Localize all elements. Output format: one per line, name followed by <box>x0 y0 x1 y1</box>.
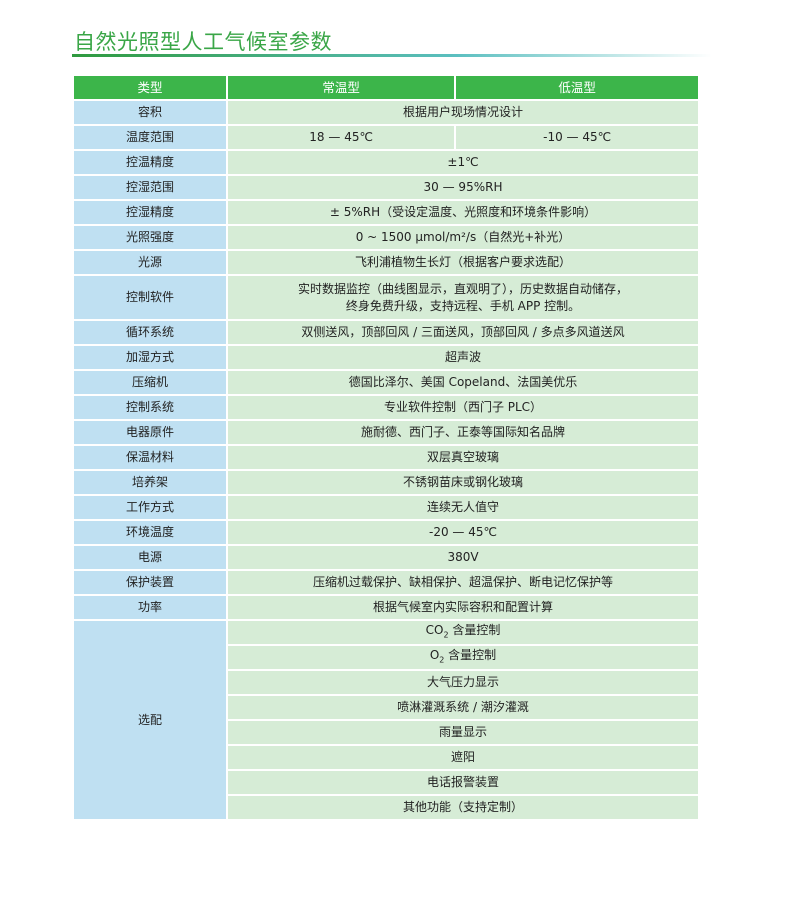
options-label: 选配 <box>74 621 226 819</box>
row-value: 压缩机过载保护、缺相保护、超温保护、断电记忆保护等 <box>228 571 698 594</box>
row-label: 加湿方式 <box>74 346 226 369</box>
option-value: CO2 含量控制 <box>228 621 698 644</box>
option-row: 喷淋灌溉系统 / 潮汐灌溉 <box>74 696 698 719</box>
subscript: 2 <box>443 630 449 640</box>
table-row: 容积 根据用户现场情况设计 <box>74 101 698 124</box>
row-label: 保温材料 <box>74 446 226 469</box>
subscript: 2 <box>439 655 445 665</box>
row-value: 德国比泽尔、美国 Copeland、法国美优乐 <box>228 371 698 394</box>
row-value: 飞利浦植物生长灯（根据客户要求选配） <box>228 251 698 274</box>
row-label: 光照强度 <box>74 226 226 249</box>
table-row: 控温精度 ±1℃ <box>74 151 698 174</box>
table-row: 光照强度 0 ~ 1500 μmol/m²/s（自然光+补光） <box>74 226 698 249</box>
table-row: 保护装置 压缩机过载保护、缺相保护、超温保护、断电记忆保护等 <box>74 571 698 594</box>
option-row: 其他功能（支持定制） <box>74 796 698 819</box>
option-value: 大气压力显示 <box>228 671 698 694</box>
option-row: 电话报警装置 <box>74 771 698 794</box>
row-value: 连续无人值守 <box>228 496 698 519</box>
row-value: 30 — 95%RH <box>228 176 698 199</box>
row-value: 实时数据监控（曲线图显示，直观明了），历史数据自动储存， 终身免费升级，支持远程、… <box>228 276 698 319</box>
row-value: -20 — 45℃ <box>228 521 698 544</box>
row-label: 控湿范围 <box>74 176 226 199</box>
option-text-suffix: 含量控制 <box>444 647 497 662</box>
row-label: 电器原件 <box>74 421 226 444</box>
table-row: 压缩机 德国比泽尔、美国 Copeland、法国美优乐 <box>74 371 698 394</box>
table-row: 电源 380V <box>74 546 698 569</box>
row-value: 专业软件控制（西门子 PLC） <box>228 396 698 419</box>
row-label: 控湿精度 <box>74 201 226 224</box>
table-row: 加湿方式 超声波 <box>74 346 698 369</box>
row-value: 超声波 <box>228 346 698 369</box>
row-value: 不锈钢苗床或钢化玻璃 <box>228 471 698 494</box>
row-label: 保护装置 <box>74 571 226 594</box>
parameters-table: 类型 常温型 低温型 容积 根据用户现场情况设计 温度范围 18 — 45℃ -10 —… <box>72 74 700 821</box>
row-value: ± 5%RH（受设定温度、光照度和环境条件影响） <box>228 201 698 224</box>
row-label: 压缩机 <box>74 371 226 394</box>
option-row: 遮阳 <box>74 746 698 769</box>
table-row: 保温材料 双层真空玻璃 <box>74 446 698 469</box>
table-row: 控湿精度 ± 5%RH（受设定温度、光照度和环境条件影响） <box>74 201 698 224</box>
header-low: 低温型 <box>456 76 698 99</box>
row-value: 根据用户现场情况设计 <box>228 101 698 124</box>
row-label: 控温精度 <box>74 151 226 174</box>
table-row: 光源 飞利浦植物生长灯（根据客户要求选配） <box>74 251 698 274</box>
option-value: 电话报警装置 <box>228 771 698 794</box>
value-line-2: 终身免费升级，支持远程、手机 APP 控制。 <box>345 298 581 313</box>
table-row: 控制软件 实时数据监控（曲线图显示，直观明了），历史数据自动储存， 终身免费升级，支… <box>74 276 698 319</box>
table-row: 工作方式 连续无人值守 <box>74 496 698 519</box>
table-header: 类型 常温型 低温型 <box>74 76 698 99</box>
row-label: 功率 <box>74 596 226 619</box>
row-value: ±1℃ <box>228 151 698 174</box>
row-label: 循环系统 <box>74 321 226 344</box>
option-row: O2 含量控制 <box>74 646 698 669</box>
title-underline <box>72 54 712 57</box>
table-row: 环境温度 -20 — 45℃ <box>74 521 698 544</box>
option-row: 雨量显示 <box>74 721 698 744</box>
row-value: 380V <box>228 546 698 569</box>
row-value: 双侧送风，顶部回风 / 三面送风，顶部回风 / 多点多风道送风 <box>228 321 698 344</box>
option-value: 其他功能（支持定制） <box>228 796 698 819</box>
header-normal: 常温型 <box>228 76 455 99</box>
table-row: 控制系统 专业软件控制（西门子 PLC） <box>74 396 698 419</box>
option-row: 大气压力显示 <box>74 671 698 694</box>
row-value: 双层真空玻璃 <box>228 446 698 469</box>
row-label: 工作方式 <box>74 496 226 519</box>
option-value: O2 含量控制 <box>228 646 698 669</box>
option-row: 选配 CO2 含量控制 <box>74 621 698 819</box>
row-label: 光源 <box>74 251 226 274</box>
table-row: 循环系统 双侧送风，顶部回风 / 三面送风，顶部回风 / 多点多风道送风 <box>74 321 698 344</box>
page-title: 自然光照型人工气候室参数 <box>74 30 332 54</box>
row-label: 环境温度 <box>74 521 226 544</box>
table-row: 电器原件 施耐德、西门子、正泰等国际知名品牌 <box>74 421 698 444</box>
row-label: 控制软件 <box>74 276 226 319</box>
table-row: 培养架 不锈钢苗床或钢化玻璃 <box>74 471 698 494</box>
row-value: 0 ~ 1500 μmol/m²/s（自然光+补光） <box>228 226 698 249</box>
low-value: -10 — 45℃ <box>456 126 698 149</box>
value-line-1: 实时数据监控（曲线图显示，直观明了），历史数据自动储存， <box>297 281 628 296</box>
option-value: 遮阳 <box>228 746 698 769</box>
row-label: 温度范围 <box>74 126 226 149</box>
table-row: 功率 根据气候室内实际容积和配置计算 <box>74 596 698 619</box>
row-label: 培养架 <box>74 471 226 494</box>
row-value: 施耐德、西门子、正泰等国际知名品牌 <box>228 421 698 444</box>
header-type: 类型 <box>74 76 226 99</box>
row-value: 根据气候室内实际容积和配置计算 <box>228 596 698 619</box>
row-label: 容积 <box>74 101 226 124</box>
option-value: 喷淋灌溉系统 / 潮汐灌溉 <box>228 696 698 719</box>
row-label: 控制系统 <box>74 396 226 419</box>
table-row: 温度范围 18 — 45℃ -10 — 45℃ <box>74 126 698 149</box>
table-row: 控湿范围 30 — 95%RH <box>74 176 698 199</box>
row-label: 电源 <box>74 546 226 569</box>
option-text: CO <box>425 622 444 637</box>
option-text: O <box>429 647 440 662</box>
normal-value: 18 — 45℃ <box>228 126 455 149</box>
option-value: 雨量显示 <box>228 721 698 744</box>
option-text-suffix: 含量控制 <box>448 622 501 637</box>
